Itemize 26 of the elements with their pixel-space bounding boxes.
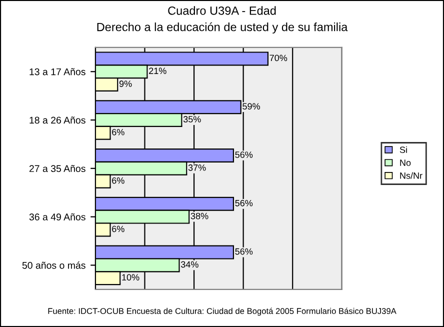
data-label: 56% — [235, 200, 253, 206]
y-tick-label: 18 a 26 Años — [30, 116, 86, 124]
data-label: 37% — [188, 164, 206, 171]
legend-label: Si — [400, 146, 407, 153]
data-label: 34% — [180, 261, 198, 268]
data-label: 6% — [112, 128, 124, 136]
legend-label: No — [400, 160, 411, 166]
data-label: 9% — [119, 80, 132, 87]
data-label: 21% — [149, 68, 166, 74]
data-label: 70% — [270, 54, 288, 62]
y-tick-label: 36 a 49 Años — [29, 213, 86, 220]
data-label: 35% — [183, 116, 201, 122]
y-tick-label: 27 a 35 Años — [29, 164, 86, 172]
chart-subtitle: Derecho a la educación de usted y de su familia — [97, 22, 348, 34]
data-label: 38% — [190, 212, 208, 220]
data-label: 6% — [112, 177, 124, 184]
y-tick-label: 50 años o más — [22, 262, 86, 269]
data-label: 56% — [235, 152, 253, 158]
data-label: 56% — [235, 248, 253, 255]
chart-title: Cuadro U39A - Edad — [168, 6, 276, 15]
source-note: Fuente: IDCT-OCUB Encuesta de Cultura: Ciudad de Bogotá 2005 Formulario Básico BUJ39A — [48, 308, 396, 316]
data-label: 59% — [242, 103, 260, 110]
y-tick-label: 13 a 17 Años — [30, 68, 86, 76]
legend-label: Ns/Nr — [400, 172, 422, 179]
data-label: 10% — [122, 274, 140, 281]
data-label: 6% — [112, 226, 124, 232]
